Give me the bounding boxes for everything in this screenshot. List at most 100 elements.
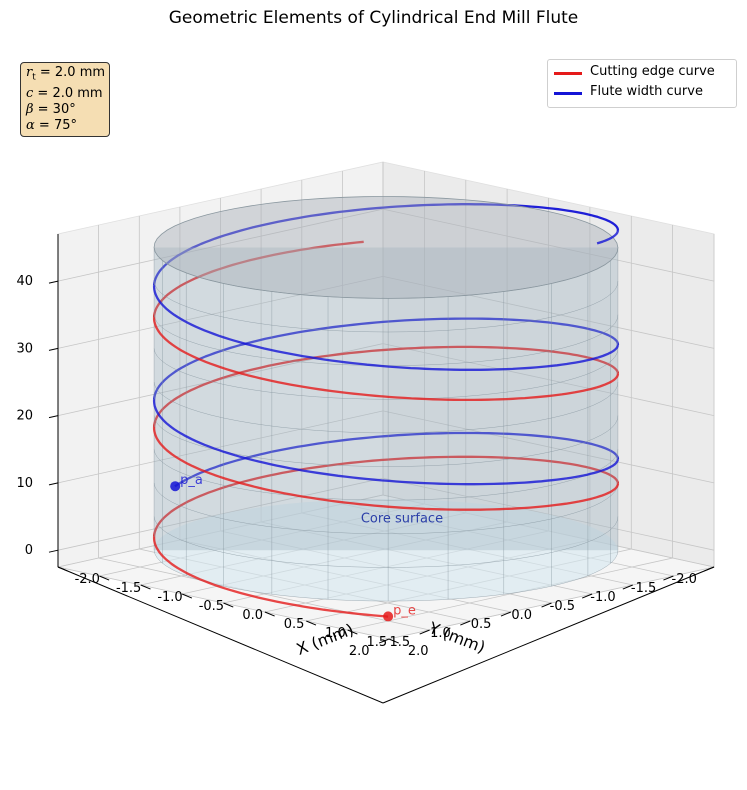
parameter-row: c = 2.0 mm: [26, 86, 105, 102]
grid-line-z: [57, 410, 715, 484]
core-mesh-ring: [153, 348, 619, 400]
x-tick-label: -0.5: [199, 599, 224, 614]
legend: Cutting edge curve Flute width curve: [547, 59, 737, 108]
core-mesh-ring: [153, 482, 619, 535]
grid-line-z: [57, 343, 715, 416]
legend-label-flute-width: Flute width curve: [590, 84, 703, 99]
axis-lines-and-ticks: [48, 234, 715, 704]
y-tick-label: 0.5: [471, 617, 492, 632]
core-mesh-ring: [153, 415, 619, 467]
x-tick: [264, 611, 275, 617]
series-1-segment: [152, 203, 620, 286]
front-curves: [152, 230, 620, 618]
point-marker-p-e: [383, 611, 394, 622]
x-tick-label: 2.0: [408, 644, 429, 659]
y-tick: [703, 566, 715, 572]
x-tick-label: -1.5: [116, 581, 141, 596]
y-tick: [622, 584, 633, 590]
series-0-segment: [152, 536, 389, 618]
core-mesh-ring: [153, 550, 619, 602]
parameter-symbol: r: [26, 65, 33, 80]
parameter-row: rt = 2.0 mm: [26, 65, 105, 86]
z-tick: [48, 415, 59, 419]
x-tick-label: 0.5: [284, 617, 305, 632]
z-tick: [48, 482, 59, 486]
x-tick: [306, 620, 317, 626]
core-surface-label: Core surface: [361, 512, 443, 527]
core-cylinder: Core surface: [153, 196, 619, 602]
point-marker-p-a: [170, 481, 181, 492]
parameter-subscript: t: [32, 72, 36, 83]
y-tick-label: 1.5: [389, 635, 410, 650]
series-0-segment: [152, 427, 620, 511]
grid-line-z: [57, 208, 715, 282]
z-tick: [48, 280, 59, 284]
grid-line-z: [57, 477, 715, 551]
x-tick: [181, 593, 193, 599]
parameter-row: β = 30°: [26, 102, 105, 118]
y-tick-label: 2.0: [349, 644, 370, 659]
z-tick: [48, 347, 59, 351]
y-tick-label: 1.0: [430, 626, 451, 641]
x-tick-label: 0.0: [242, 608, 263, 623]
parameter-value: = 75°: [34, 117, 77, 133]
chart-title: Geometric Elements of Cylindrical End Mi…: [168, 8, 579, 28]
x-tick: [388, 638, 399, 644]
parameter-value: = 30°: [33, 101, 76, 117]
x-tick: [57, 566, 68, 572]
y-tick-label: -1.0: [590, 590, 615, 605]
series-1-segment: [152, 399, 620, 486]
y-axis-line: [57, 566, 384, 704]
parameter-row: α = 75°: [26, 118, 105, 134]
core-mesh-ring: [153, 516, 619, 568]
x-tick-label: 1.5: [367, 635, 388, 650]
y-tick-label: -1.5: [631, 581, 656, 596]
parameter-symbol: α: [26, 117, 35, 133]
y-tick: [378, 638, 390, 644]
z-tick-label: 40: [16, 274, 33, 289]
core-mesh-ring: [153, 281, 619, 333]
core-top-cap: [154, 196, 618, 299]
series-1-segment: [152, 317, 620, 400]
parameter-box: rt = 2.0 mm c = 2.0 mm β = 30° α = 75°: [20, 62, 111, 137]
y-tick-label: -0.5: [550, 599, 575, 614]
parameter-symbol: c: [26, 85, 34, 101]
z-tick-label: 10: [16, 476, 33, 491]
parameter-value: = 2.0 mm: [33, 85, 103, 101]
x-tick-label: 1.0: [325, 626, 346, 641]
z-tick-label: 30: [16, 341, 33, 356]
core-mesh-ring: [153, 381, 619, 434]
x-tick-label: -1.0: [157, 590, 182, 605]
parameter-value: = 2.0 mm: [35, 65, 106, 80]
series-1-segment: [596, 230, 620, 245]
core-bottom-cap: [154, 499, 618, 602]
z-tick: [48, 549, 59, 553]
x-axis-line: [382, 566, 715, 704]
z-tick-label: 0: [25, 543, 33, 558]
point-markers: p_e p_a: [170, 473, 416, 622]
parameter-symbol: β: [26, 101, 34, 117]
x-tick: [223, 602, 234, 608]
y-tick-label: 0.0: [511, 608, 532, 623]
y-tick: [500, 611, 512, 617]
legend-line-cutting-edge: [554, 72, 582, 75]
y-tick: [663, 575, 674, 581]
core-top-outline: [153, 196, 619, 299]
y-tick: [460, 620, 471, 626]
x-tick: [347, 629, 358, 635]
series-0-segment: [152, 317, 620, 402]
core-side: [154, 247, 618, 551]
y-tick: [541, 602, 552, 608]
x-tick: [99, 575, 110, 581]
y-tick: [419, 629, 430, 635]
series-1-segment: [152, 285, 620, 371]
point-label-p-a: p_a: [180, 473, 203, 488]
grid-line-z: [57, 275, 715, 349]
legend-label-cutting-edge: Cutting edge curve: [590, 64, 715, 79]
x-tick-label: -2.0: [75, 572, 100, 587]
y-tick: [582, 593, 593, 599]
series-1-segment: [174, 431, 620, 488]
x-tick: [140, 584, 151, 590]
legend-line-flute-width: [554, 92, 582, 95]
